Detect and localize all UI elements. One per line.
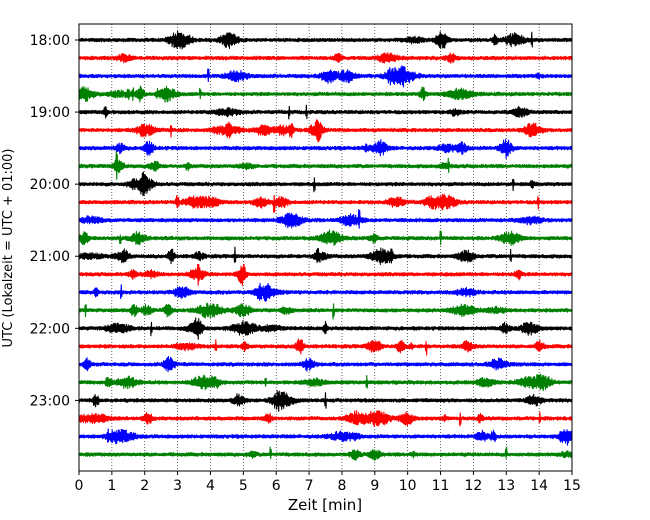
x-tick-label: 2 — [140, 478, 149, 494]
y-axis-label: UTC (Lokalzeit = UTC + 01:00) — [1, 149, 16, 348]
trace-2000 — [78, 171, 573, 197]
trace-1830 — [78, 65, 573, 88]
trace-2230 — [78, 355, 573, 373]
trace-2145 — [78, 302, 573, 320]
x-tick-label: 4 — [206, 478, 215, 494]
x-tick-label: 8 — [337, 478, 346, 494]
x-tick-label: 10 — [399, 478, 417, 494]
y-tick-label: 19:00 — [30, 105, 70, 121]
x-tick-label: 0 — [75, 478, 84, 494]
x-tick-label: 3 — [173, 478, 182, 494]
x-tick-label: 7 — [305, 478, 314, 494]
trace-1930 — [78, 138, 573, 160]
y-tick-label: 23:00 — [30, 393, 70, 409]
trace-2100 — [78, 246, 573, 265]
trace-2200 — [78, 317, 573, 340]
trace-2300 — [78, 390, 573, 412]
trace-2045 — [78, 229, 573, 247]
x-tick-label: 14 — [530, 478, 548, 494]
y-axis-ticks: 18:00 19:00 20:00 21:00 22:00 23:00 — [30, 33, 79, 409]
x-tick-label: 6 — [272, 478, 281, 494]
vertical-gridlines — [111, 24, 540, 471]
x-tick-label: 13 — [497, 478, 515, 494]
y-tick-label: 22:00 — [30, 321, 70, 337]
y-tick-label: 18:00 — [30, 33, 70, 49]
trace-2215 — [78, 338, 573, 356]
x-tick-label: 9 — [370, 478, 379, 494]
trace-2030 — [78, 209, 573, 229]
trace-2245 — [78, 373, 573, 392]
x-tick-label: 1 — [107, 478, 116, 494]
trace-1900 — [78, 104, 573, 120]
trace-1800 — [78, 30, 573, 50]
trace-2130 — [78, 282, 573, 302]
trace-2330 — [78, 428, 573, 446]
seismic-traces — [78, 30, 573, 461]
x-tick-label: 11 — [432, 478, 450, 494]
x-tick-label: 12 — [464, 478, 482, 494]
x-tick-label: 15 — [563, 478, 581, 494]
trace-2345 — [78, 446, 573, 461]
y-tick-label: 21:00 — [30, 249, 70, 265]
trace-1845 — [78, 85, 573, 103]
trace-1815 — [78, 52, 573, 64]
trace-1945 — [78, 151, 573, 180]
x-axis-ticks: 0 1 2 3 4 5 6 7 8 9 10 11 12 13 14 15 — [75, 471, 581, 494]
trace-2015 — [78, 193, 573, 213]
plot-frame — [78, 23, 573, 472]
trace-2115 — [78, 263, 573, 286]
trace-2315 — [78, 410, 573, 428]
x-axis-label: Zeit [min] — [288, 496, 362, 514]
trace-1915 — [78, 119, 573, 143]
x-tick-label: 5 — [239, 478, 248, 494]
y-tick-label: 20:00 — [30, 177, 70, 193]
